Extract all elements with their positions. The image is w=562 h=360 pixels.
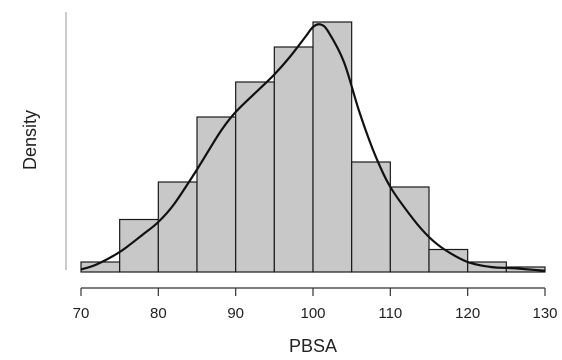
x-tick-label-70: 70	[73, 305, 90, 322]
x-tick-label-90: 90	[227, 305, 244, 322]
x-tick-label-130: 130	[532, 305, 557, 322]
x-tick-label-120: 120	[455, 305, 480, 322]
x-axis-title: PBSA	[289, 336, 337, 356]
histogram-bar-115-120	[428, 248, 469, 273]
y-axis-title: Density	[20, 110, 40, 170]
histogram-bar-95-100	[273, 46, 314, 273]
x-axis-ticks: 70 80 90 100 110 120 130	[73, 288, 558, 322]
x-tick-label-80: 80	[150, 305, 167, 322]
x-tick-label-100: 100	[300, 305, 325, 322]
x-tick-label-110: 110	[378, 305, 402, 322]
histogram-bar-80-85	[157, 181, 198, 273]
density-curve	[80, 23, 546, 272]
histogram-bar-105-110	[351, 161, 391, 273]
histogram-bar-100-105	[312, 21, 353, 273]
histogram-bars	[80, 21, 546, 273]
histogram-bar-90-95	[235, 81, 275, 273]
histogram-bar-85-90	[196, 116, 237, 273]
